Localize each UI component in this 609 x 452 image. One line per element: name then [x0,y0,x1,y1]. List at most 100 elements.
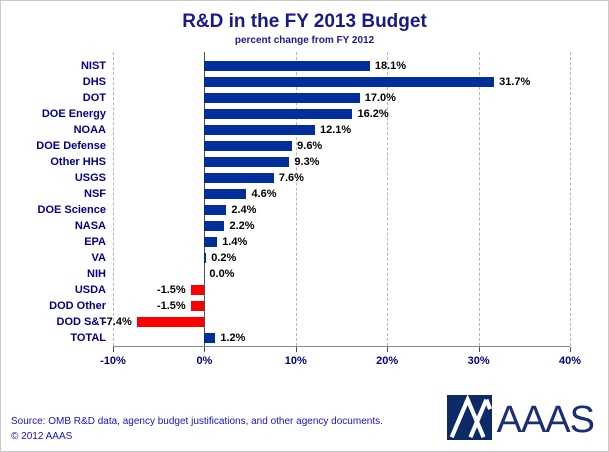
bar-row: -1.5% [113,298,570,314]
category-label: USDA [74,284,106,296]
bar [204,141,293,151]
value-label: -1.5% [156,300,186,312]
value-label: 1.2% [220,332,246,344]
x-tick-mark [387,347,389,352]
category-label: EPA [84,236,106,248]
value-label: 1.4% [222,236,248,248]
bar [204,205,227,215]
category-label: DOD Other [49,300,106,312]
bar [204,157,290,167]
value-label: 9.3% [294,156,320,168]
gridlines [113,52,571,346]
bar-row: 17.0% [113,90,570,106]
bar-row: 2.2% [113,218,570,234]
value-label: 18.1% [374,60,407,72]
x-axis: -10% 0% 10% 20% 30% 40% [11,347,598,373]
category-label: DOE Science [37,204,106,216]
value-label: -1.5% [156,284,186,296]
value-label: 9.6% [297,140,323,152]
bar [204,61,370,71]
chart-title: R&D in the FY 2013 Budget [182,11,427,32]
bar-row: -7.4% [103,314,570,330]
value-label: 7.6% [278,172,304,184]
bar-row: 1.4% [113,234,570,250]
x-tick-mark [113,347,114,352]
bar-row: 31.7% [113,74,570,90]
value-label: 17.0% [364,92,396,104]
x-tick-label: 20% [376,355,399,367]
bar-row: 0.0% [113,266,570,282]
category-label: USGS [74,172,106,184]
gridline [387,52,389,346]
aaas-logo: AAAS [446,394,595,445]
bar-chart: NIST DHS DOT DOE Energy NOAA DOE Defense Other… [11,52,598,347]
x-tick-label: 0% [196,355,213,367]
gridline [478,52,480,346]
x-axis-spacer [11,347,113,373]
value-label: 0.0% [209,268,235,280]
bar [204,189,247,199]
bar-row: -1.5% [113,282,570,298]
bar [204,77,495,87]
chart-subtitle: percent change from FY 2012 [234,35,375,46]
aaas-logo-icon [446,394,492,445]
bar-row: 4.6% [113,186,570,202]
bar [204,93,360,103]
value-label: 16.2% [357,108,389,120]
x-tick-label: -10% [100,355,126,367]
zero-gridline [204,52,206,346]
x-tick-mark [478,347,480,352]
bar-row: 16.2% [113,106,570,122]
x-tick-mark [295,347,297,352]
bar-row: 2.4% [113,202,570,218]
x-tick-mark [204,347,206,352]
bar-row: 12.1% [113,122,570,138]
bar [190,285,205,295]
bar [204,253,207,263]
bar-row: 1.2% [113,330,570,346]
bar-row: 0.2% [113,250,570,266]
aaas-logo-text: AAAS [496,399,595,441]
category-label: NSF [84,188,106,200]
bar [190,301,205,311]
plot-area: 18.1% 31.7% 17.0% 16.2% 12.1% 9.6% 9.3% 7.6% 4.6… [103,52,571,347]
category-label: Other HHS [50,156,106,168]
gridline [570,52,571,346]
bar [204,237,218,247]
bar-rows: 18.1% 31.7% 17.0% 16.2% 12.1% 9.6% 9.3% 7.6% 4.6… [103,58,570,346]
value-label: 2.2% [229,220,255,232]
category-axis: NIST DHS DOT DOE Energy NOAA DOE Defense Other… [11,58,113,347]
gridline [295,52,297,346]
bar-row: 9.3% [113,154,570,170]
category-label: DOE Defense [36,140,106,152]
bar [204,221,225,231]
value-label: 2.4% [231,204,257,216]
x-tick-label: 40% [558,355,582,367]
x-axis-labels: -10% 0% 10% 20% 30% 40% [100,347,581,373]
category-label: NASA [74,220,106,232]
bar [136,317,205,327]
value-label: -7.4% [103,316,132,328]
category-label: DHS [82,76,106,88]
category-label: NIH [87,268,106,280]
category-label: NIST [80,60,106,72]
value-label: 31.7% [499,76,531,88]
category-label: NOAA [73,124,106,136]
x-tick-mark [570,347,571,352]
value-label: 4.6% [251,188,277,200]
x-tick-label: 30% [467,355,490,367]
source-note: Source: OMB R&D data, agency budget just… [11,416,383,427]
copyright-note: © 2012 AAAS [11,431,73,442]
bar [204,173,274,183]
bar-row: 7.6% [113,170,570,186]
category-label: VA [91,252,106,264]
gridline [113,52,114,346]
x-tick-label: 10% [284,355,307,367]
bar-row: 18.1% [113,58,570,74]
category-label: TOTAL [70,332,106,344]
bar [204,333,216,343]
category-label: DOD S&T [56,316,107,328]
bar [204,109,353,119]
value-label: 0.2% [211,252,237,264]
